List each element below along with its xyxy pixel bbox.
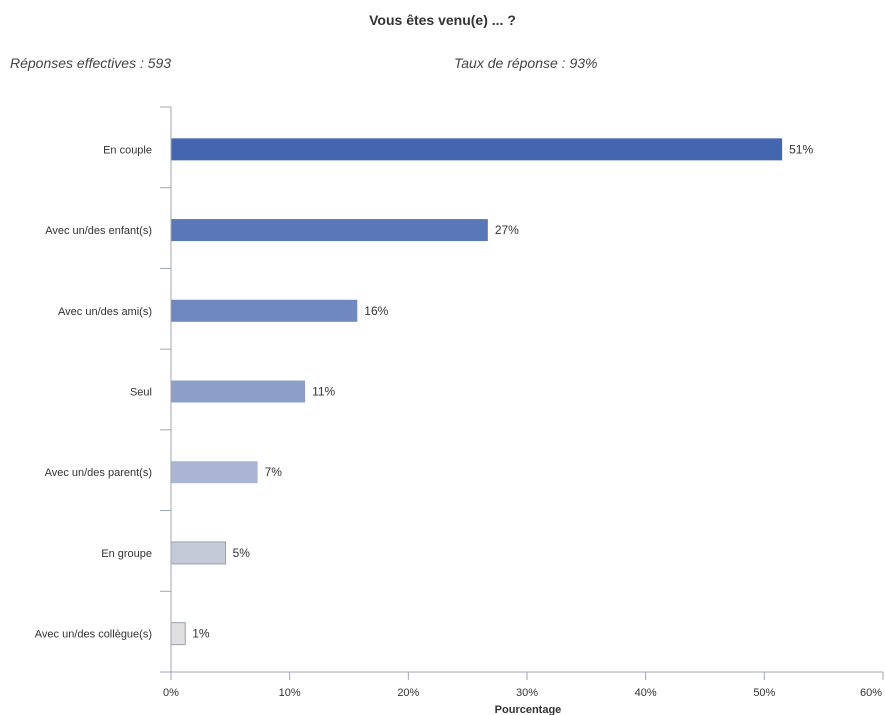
value-label: 51% (789, 142, 813, 156)
category-label: En couple (103, 144, 152, 156)
x-tick-label: 50% (753, 687, 775, 699)
value-label: 16% (364, 304, 388, 318)
category-label: Seul (130, 387, 152, 399)
value-label: 7% (265, 465, 283, 479)
bar-4 (171, 461, 258, 484)
x-tick-label: 30% (516, 687, 538, 699)
x-tick-label: 60% (860, 687, 882, 699)
bar-0 (171, 138, 783, 161)
bar-1 (171, 219, 488, 242)
category-label: Avec un/des collègue(s) (35, 629, 152, 641)
axes-layer: En couple 51% Avec un/des enfant(s) 27% Avec… (35, 106, 884, 715)
x-tick-label: 10% (279, 687, 301, 699)
bar-2 (171, 299, 358, 322)
bars-layer (170, 138, 783, 646)
bar-3 (171, 380, 306, 403)
x-tick-label: 40% (635, 687, 657, 699)
bar-6 (170, 622, 186, 646)
value-label: 11% (312, 385, 335, 399)
category-label: Avec un/des parent(s) (45, 467, 152, 479)
responses-count: Réponses effectives : 593 (10, 55, 172, 71)
x-axis-title: Pourcentage (495, 704, 562, 715)
category-label: Avec un/des enfant(s) (45, 225, 152, 237)
category-label: En groupe (101, 548, 152, 560)
chart-title: Vous êtes venu(e) ... ? (369, 12, 516, 28)
bar-5 (170, 541, 227, 565)
value-label: 1% (192, 627, 210, 641)
category-label: Avec un/des ami(s) (58, 306, 152, 318)
x-tick-label: 0% (163, 687, 179, 699)
response-rate: Taux de réponse : 93% (454, 55, 598, 71)
x-tick-label: 20% (397, 687, 419, 699)
value-label: 5% (233, 546, 251, 560)
value-label: 27% (495, 223, 519, 237)
